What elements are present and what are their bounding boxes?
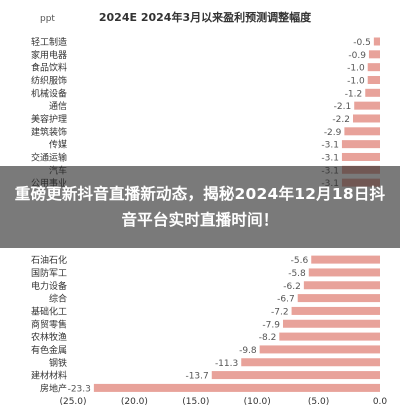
bar bbox=[354, 101, 380, 110]
category-label: 机械设备 bbox=[31, 87, 67, 99]
data-label: -1.2 bbox=[345, 89, 363, 99]
data-label: -3.1 bbox=[321, 141, 339, 151]
data-label: -0.5 bbox=[353, 38, 371, 48]
bar bbox=[291, 306, 380, 315]
data-label: -11.3 bbox=[215, 359, 238, 369]
category-label: 通信 bbox=[49, 100, 67, 112]
data-label: -6.2 bbox=[283, 282, 301, 292]
bar bbox=[341, 140, 380, 149]
bar bbox=[279, 332, 380, 341]
data-label: -2.2 bbox=[332, 115, 350, 125]
bar bbox=[211, 371, 380, 380]
category-label: 食品饮料 bbox=[31, 62, 67, 74]
bar bbox=[367, 63, 380, 72]
data-label: -7.9 bbox=[262, 320, 280, 330]
category-label: 农林牧渔 bbox=[31, 331, 67, 343]
category-label: 有色金属 bbox=[31, 344, 67, 356]
bar bbox=[308, 268, 380, 277]
unit-label: ppt bbox=[40, 14, 55, 24]
bar bbox=[241, 358, 380, 367]
category-label: 家用电器 bbox=[31, 49, 67, 61]
x-tick-label: 0.0 bbox=[373, 397, 388, 407]
data-label: -0.9 bbox=[348, 51, 366, 61]
category-label: 基础化工 bbox=[31, 305, 67, 317]
data-label: -5.8 bbox=[288, 269, 306, 279]
bar bbox=[303, 281, 380, 290]
bar bbox=[341, 152, 380, 161]
category-label: 交通运输 bbox=[31, 151, 67, 163]
data-label: -2.9 bbox=[324, 128, 342, 138]
bar bbox=[259, 345, 380, 354]
x-tick-label: (10.0) bbox=[244, 397, 271, 407]
data-label: -9.8 bbox=[239, 346, 257, 356]
bar bbox=[373, 37, 380, 46]
data-label: -1.0 bbox=[347, 76, 365, 86]
x-tick-label: (15.0) bbox=[182, 397, 209, 407]
category-label: 商贸零售 bbox=[31, 318, 67, 330]
bar bbox=[297, 294, 380, 303]
category-label: 钢铁 bbox=[49, 357, 67, 369]
data-label: -1.0 bbox=[347, 64, 365, 74]
x-tick-label: (5.0) bbox=[308, 397, 329, 407]
bar bbox=[93, 383, 380, 392]
data-label: -13.7 bbox=[185, 372, 208, 382]
category-label: 石油石化 bbox=[31, 254, 67, 266]
bar bbox=[344, 127, 380, 136]
category-label: 房地产 bbox=[40, 382, 67, 394]
data-label: -2.1 bbox=[334, 102, 352, 112]
bar bbox=[367, 75, 380, 84]
category-label: 美容护理 bbox=[31, 113, 67, 125]
category-label: 综合 bbox=[49, 293, 67, 305]
bar bbox=[282, 319, 380, 328]
bar bbox=[368, 50, 380, 59]
bar bbox=[311, 255, 380, 264]
category-label: 国防军工 bbox=[31, 267, 67, 279]
data-label: -6.7 bbox=[277, 295, 295, 305]
category-label: 纺织服饰 bbox=[31, 74, 67, 86]
data-label: -8.2 bbox=[259, 333, 277, 343]
headline-text: 重磅更新抖音直播新动态，揭秘2024年12月18日抖音平台实时直播时间！ bbox=[14, 185, 386, 229]
category-label: 建材材料 bbox=[31, 370, 67, 382]
bar bbox=[365, 88, 380, 97]
data-label: -23.3 bbox=[68, 384, 91, 394]
category-label: 传媒 bbox=[49, 139, 67, 151]
data-label: -7.2 bbox=[271, 307, 289, 317]
data-label: -3.1 bbox=[321, 153, 339, 163]
data-label: -5.6 bbox=[291, 256, 309, 266]
headline-banner: 重磅更新抖音直播新动态，揭秘2024年12月18日抖音平台实时直播时间！ bbox=[0, 166, 400, 248]
x-tick-label: (20.0) bbox=[121, 397, 148, 407]
category-label: 建筑装饰 bbox=[31, 126, 67, 138]
bar bbox=[352, 114, 380, 123]
category-label: 电力设备 bbox=[31, 280, 67, 292]
x-tick-label: (25.0) bbox=[59, 397, 86, 407]
category-label: 轻工制造 bbox=[31, 36, 67, 48]
chart-title: 2024E 2024年3月以来盈利预测调整幅度 bbox=[99, 10, 312, 24]
